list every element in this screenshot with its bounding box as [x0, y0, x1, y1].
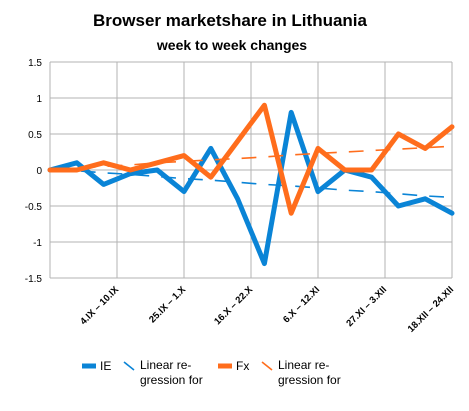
trend-segment	[429, 195, 445, 198]
chart-subtitle: week to week changes	[156, 37, 307, 53]
legend: IE Linear re-gression for Fx Linear re-gres…	[82, 358, 341, 387]
data-point	[76, 162, 78, 164]
data-point	[290, 212, 292, 214]
data-point	[183, 155, 185, 157]
y-tick-label: 1	[36, 94, 42, 105]
trend-segment	[348, 150, 364, 153]
data-point	[451, 212, 453, 214]
trend-segment	[321, 151, 337, 155]
data-point	[263, 104, 265, 106]
trend-segment	[134, 162, 150, 166]
trend-segment	[187, 159, 203, 162]
data-point	[290, 111, 292, 113]
data-point	[103, 183, 105, 185]
legend-label: Linear re-gression for	[140, 358, 203, 387]
data-point	[263, 263, 265, 265]
trend-segment	[375, 191, 391, 194]
trend-segment	[107, 164, 123, 167]
trend-segment	[161, 176, 177, 179]
data-point	[129, 169, 131, 171]
data-point	[210, 176, 212, 178]
data-point	[183, 191, 185, 193]
series-line-ie	[47, 109, 455, 267]
trend-segment	[295, 153, 311, 156]
trend-segment	[214, 179, 230, 183]
data-point	[317, 191, 319, 193]
data-point	[424, 147, 426, 149]
y-tick-label: 0.5	[28, 130, 42, 141]
legend-label: Linear re-gression for	[278, 358, 341, 387]
trend-segment	[161, 160, 177, 164]
x-tick-label: 27.XI – 3.XII	[344, 284, 389, 329]
trend-segment	[80, 170, 96, 174]
data-point	[344, 169, 346, 171]
y-tick-label: 0	[36, 166, 42, 177]
data-point	[424, 198, 426, 200]
trend-segment	[134, 173, 150, 177]
data-point	[451, 126, 453, 128]
data-point	[49, 169, 51, 171]
trend-segment	[241, 181, 257, 185]
data-point	[129, 173, 131, 175]
legend-label: Fx	[236, 359, 249, 373]
trend-segment	[268, 154, 284, 158]
data-point	[237, 198, 239, 200]
trend-segment	[321, 187, 337, 191]
data-point	[397, 133, 399, 135]
data-point	[237, 140, 239, 142]
legend-marker-trend	[123, 361, 135, 371]
data-point	[156, 169, 158, 171]
data-point	[210, 147, 212, 149]
data-point	[371, 169, 373, 171]
trend-segment	[214, 158, 230, 161]
trend-segment	[107, 172, 123, 175]
data-point	[76, 169, 78, 171]
trend-segment	[348, 189, 364, 192]
chart-title: Browser marketshare in Lithuania	[93, 11, 368, 30]
data-point	[156, 162, 158, 164]
trend-segment	[80, 166, 96, 169]
trend-segment	[375, 148, 391, 152]
plot-area: 1.5 1 0.5 0 -0.5 -1 -1.5 4.IX – 10.IX 25.IX – 1.…	[25, 58, 456, 335]
data-point	[103, 162, 105, 164]
x-tick-label: 25.IX – 1.X	[147, 284, 188, 325]
trendline-3	[53, 145, 445, 170]
trend-segment	[402, 193, 418, 197]
legend-marker-trend	[261, 361, 273, 371]
trendline-1	[53, 168, 445, 198]
y-tick-label: -1.5	[25, 274, 43, 285]
trend-segment	[53, 167, 69, 170]
trend-segment	[268, 183, 284, 187]
legend-label: IE	[100, 359, 111, 373]
x-tick-label: 4.IX – 10.IX	[78, 284, 121, 327]
trend-segment	[429, 145, 445, 149]
y-tick-label: -0.5	[25, 202, 43, 213]
y-tick-label: -1	[33, 238, 42, 249]
trend-segment	[402, 147, 418, 150]
trend-segment	[241, 156, 257, 160]
x-tick-label: 18.XII – 24.XII	[406, 284, 456, 334]
x-tick-label: 16.X – 22.X	[212, 284, 255, 327]
data-point	[397, 205, 399, 207]
data-point	[371, 176, 373, 178]
y-tick-label: 1.5	[28, 58, 42, 69]
x-tick-label: 6.X – 12.XI	[281, 284, 322, 325]
data-point	[317, 147, 319, 149]
trend-segment	[187, 178, 203, 181]
